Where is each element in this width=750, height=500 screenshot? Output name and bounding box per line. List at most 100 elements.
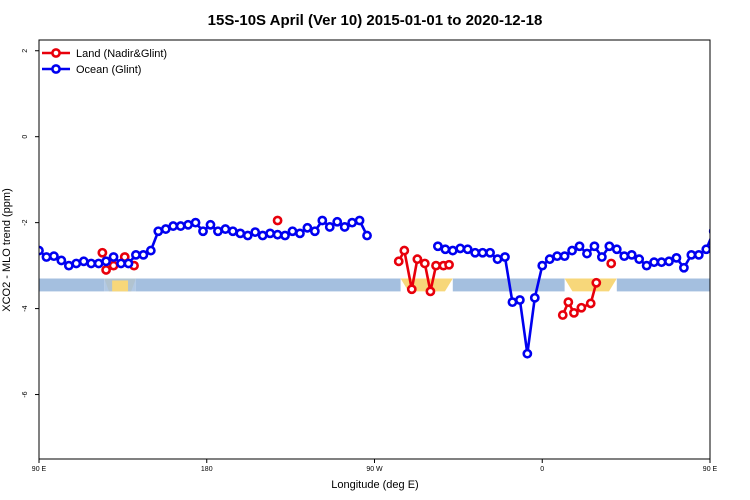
- land-series-point: [563, 297, 574, 308]
- ocean-series-point: [514, 295, 525, 305]
- ocean-series-point: [641, 260, 652, 271]
- ocean-series-point: [522, 348, 533, 359]
- ocean-series-point: [116, 258, 126, 269]
- y-axis-label: XCO2 - MLO trend (ppm): [1, 188, 13, 311]
- ocean-series-point: [574, 241, 585, 252]
- x-tick-label: 90 E: [703, 466, 718, 473]
- ocean-series-point: [500, 252, 510, 262]
- ocean-series-point: [332, 216, 343, 227]
- ocean-series-point: [462, 244, 473, 255]
- ocean-series-point: [324, 222, 335, 232]
- land-spot-0: [112, 280, 129, 292]
- ocean-series-point: [582, 248, 592, 259]
- ocean-series-point: [272, 229, 283, 240]
- ocean-series-point: [198, 226, 208, 237]
- ocean-series-point: [309, 226, 320, 237]
- ocean-series-point: [295, 228, 305, 239]
- ocean-series-point: [78, 256, 89, 267]
- ocean-series-point: [485, 247, 495, 258]
- x-tick-label: 180: [201, 466, 213, 473]
- ocean-series-point: [559, 251, 570, 262]
- land-series-point: [406, 284, 417, 295]
- y-tick-label: -6: [22, 391, 29, 397]
- ocean-series-point: [470, 247, 481, 258]
- ocean-series-point: [86, 258, 97, 269]
- ocean-series-point: [242, 230, 253, 241]
- ocean-series-point: [168, 221, 179, 231]
- y-axis: 2 0 -2 -4 -6: [22, 49, 39, 398]
- land-series-point: [399, 245, 410, 256]
- ocean-series-point: [544, 254, 555, 265]
- ocean-series-point: [529, 292, 540, 303]
- chart-title: 15S-10S April (Ver 10) 2015-01-01 to 202…: [208, 12, 543, 29]
- ocean-series-point: [190, 217, 201, 228]
- ocean-series-point: [362, 230, 372, 241]
- ocean-series-point: [619, 251, 630, 262]
- ocean-series-point: [205, 219, 216, 230]
- ocean-series-point: [101, 256, 111, 267]
- ocean-series-point: [145, 245, 156, 256]
- ocean-series-point: [280, 230, 290, 241]
- x-axis-label: Longitude (deg E): [331, 479, 418, 491]
- land-series-point: [606, 258, 617, 269]
- ocean-series-point: [347, 217, 358, 228]
- ocean-series-point: [153, 226, 164, 237]
- ocean-series-point: [265, 228, 276, 239]
- ocean-series-point: [302, 222, 313, 233]
- ocean-series-point: [701, 244, 710, 255]
- ocean-series-point: [250, 227, 261, 237]
- x-tick-label: 90 W: [366, 466, 383, 473]
- land-series-point: [412, 254, 423, 265]
- land-band-3: [616, 278, 710, 292]
- ocean-series-point: [686, 249, 697, 260]
- ocean-series-point: [138, 249, 149, 260]
- land-series-point: [746, 260, 750, 267]
- ocean-series-point: [634, 254, 645, 265]
- y-tick-label: 0: [22, 135, 29, 139]
- ocean-series-point: [708, 228, 710, 235]
- ocean-series-point: [740, 221, 747, 228]
- ocean-series-point: [477, 247, 488, 258]
- x-tick-label: 90 E: [32, 466, 47, 473]
- ocean-series-point: [596, 252, 607, 262]
- y-tick-label: -4: [22, 305, 29, 311]
- ocean-series-point: [432, 241, 443, 252]
- ocean-series-point: [93, 258, 104, 269]
- legend-land-marker: [51, 48, 61, 58]
- x-axis: 90 E 180 90 W 0 90 E: [32, 459, 718, 473]
- ocean-series-point: [220, 224, 231, 234]
- ocean-series-point: [664, 256, 674, 267]
- ocean-series-point: [455, 243, 466, 254]
- land-series-point: [272, 215, 283, 226]
- land-series-point: [419, 258, 430, 269]
- ocean-series-point: [604, 241, 615, 252]
- ocean-series-point: [123, 258, 134, 269]
- land-series-point: [569, 307, 579, 318]
- ocean-series-point: [160, 224, 171, 234]
- ocean-series-point: [227, 226, 238, 237]
- ocean-series-point: [108, 252, 119, 262]
- ocean-series-point: [440, 244, 451, 255]
- ocean-series-point: [63, 260, 74, 271]
- ocean-series-point: [679, 262, 689, 273]
- ocean-series-point: [447, 245, 458, 256]
- land-series-point: [576, 302, 587, 313]
- ocean-series-point: [507, 297, 518, 308]
- ocean-series-point: [354, 215, 365, 226]
- land-series-point: [425, 286, 436, 297]
- land-series-point: [393, 256, 404, 267]
- ocean-series-point: [317, 215, 328, 226]
- ocean-series-point: [235, 228, 246, 239]
- ocean-series-point: [626, 249, 637, 260]
- ocean-series-point: [611, 244, 622, 255]
- ocean-series-point: [56, 255, 67, 266]
- ocean-series-point: [537, 260, 548, 271]
- chart-legend: Land (Nadir&Glint) Ocean (Glint): [42, 48, 167, 76]
- plot-area: [39, 215, 750, 359]
- ocean-series-point: [552, 251, 563, 262]
- land-band-0: [39, 278, 105, 292]
- x-tick-label: 0: [540, 466, 544, 473]
- ocean-series-point: [71, 258, 82, 269]
- ocean-series-point: [131, 249, 141, 260]
